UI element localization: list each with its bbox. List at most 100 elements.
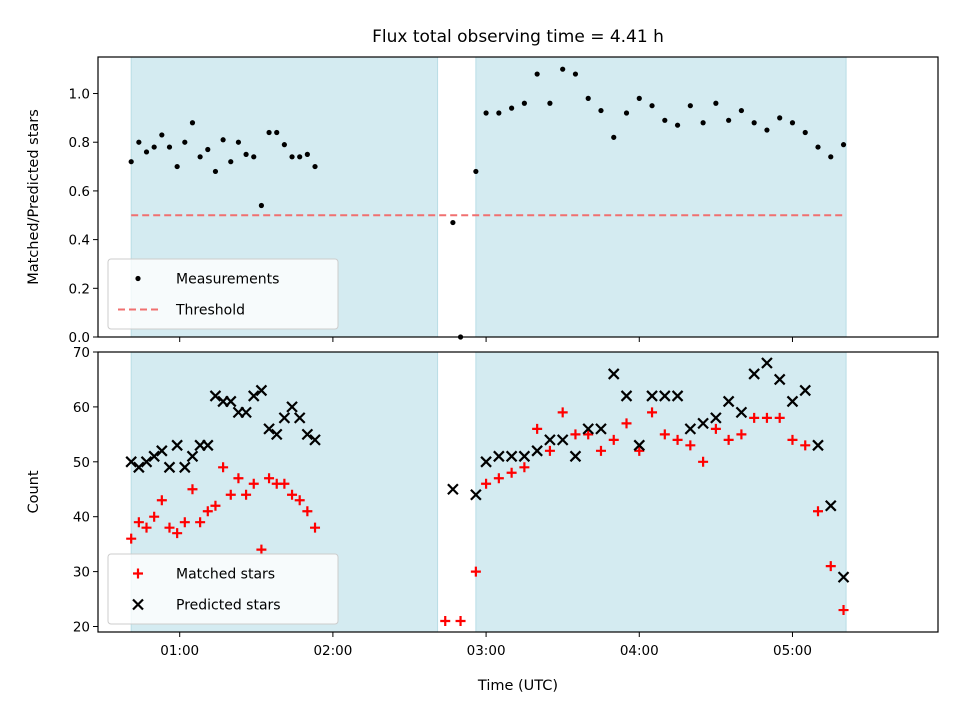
- data-point: [301, 428, 314, 441]
- y-tick-label: 20: [73, 620, 90, 636]
- data-point: [749, 412, 760, 423]
- y-axis-label: Matched/Predicted stars: [26, 109, 42, 285]
- data-point: [751, 120, 757, 126]
- data-point: [233, 473, 244, 484]
- data-point: [189, 120, 196, 126]
- y-tick-label: 0.8: [69, 135, 90, 151]
- data-point: [133, 461, 145, 474]
- data-point: [812, 439, 824, 452]
- data-point: [521, 100, 527, 106]
- data-point: [764, 127, 770, 133]
- data-point: [156, 445, 168, 457]
- data-point: [748, 368, 760, 380]
- legend-box: [107, 553, 339, 625]
- data-point: [684, 423, 697, 435]
- data-point: [470, 488, 482, 501]
- data-point: [837, 571, 850, 583]
- data-point: [235, 139, 242, 145]
- data-point: [297, 154, 303, 160]
- data-point: [202, 506, 213, 517]
- data-point: [205, 146, 211, 153]
- y-tick-label: 0.2: [69, 281, 90, 297]
- data-point: [532, 423, 543, 434]
- data-point: [133, 568, 143, 579]
- data-point: [598, 107, 604, 114]
- data-point: [309, 434, 321, 446]
- data-point: [761, 357, 773, 369]
- data-point: [304, 151, 310, 157]
- data-point: [547, 100, 553, 106]
- data-point: [623, 110, 630, 116]
- data-point: [786, 395, 799, 408]
- data-point: [136, 139, 142, 145]
- data-point: [585, 95, 591, 101]
- data-point: [263, 423, 275, 435]
- data-point: [195, 517, 206, 528]
- data-point: [270, 428, 283, 441]
- data-point: [738, 107, 745, 114]
- data-point: [182, 139, 188, 145]
- data-point: [450, 219, 456, 226]
- data-point: [310, 522, 321, 533]
- data-point: [220, 137, 226, 143]
- data-point: [787, 434, 798, 445]
- data-point: [174, 163, 180, 170]
- data-point: [156, 495, 167, 506]
- data-point: [289, 154, 295, 160]
- legend-box: [107, 258, 339, 330]
- data-point: [179, 517, 190, 528]
- data-point: [266, 129, 272, 136]
- data-point: [228, 159, 234, 165]
- data-point: [799, 384, 812, 397]
- data-point: [241, 489, 252, 500]
- data-point: [633, 439, 646, 452]
- data-point: [224, 395, 237, 408]
- data-point: [312, 163, 318, 170]
- data-point: [483, 110, 489, 116]
- ratio-panel: 0.0 0.2 0.4 0.6 0.8 1.0 Matched/Predicted star…: [26, 56, 939, 346]
- data-point: [800, 440, 811, 451]
- data-point: [470, 566, 481, 577]
- data-point: [735, 406, 748, 419]
- data-point: [186, 450, 199, 463]
- data-point: [556, 434, 569, 446]
- data-point: [815, 144, 821, 150]
- x-tick-label: 04:00: [620, 643, 659, 659]
- data-point: [840, 142, 847, 148]
- data-point: [210, 500, 221, 511]
- data-point: [128, 159, 134, 165]
- data-point: [572, 71, 579, 77]
- data-point: [761, 412, 772, 423]
- data-point: [700, 120, 706, 126]
- data-point: [620, 390, 633, 402]
- data-point: [151, 144, 157, 150]
- data-point: [544, 434, 556, 446]
- data-point: [646, 390, 658, 402]
- data-point: [608, 434, 619, 445]
- data-point: [278, 412, 291, 424]
- x-tick-label: 05:00: [773, 643, 812, 659]
- y-tick-label: 50: [73, 455, 90, 471]
- data-point: [723, 434, 734, 445]
- data-point: [159, 132, 165, 138]
- y-tick-label: 0.0: [69, 330, 90, 346]
- data-point: [248, 478, 259, 489]
- data-point: [813, 506, 823, 517]
- data-point: [736, 429, 747, 440]
- chart-title: Flux total observing time = 4.41 h: [372, 27, 664, 47]
- data-point: [519, 462, 530, 473]
- data-point: [659, 429, 670, 440]
- data-point: [247, 390, 260, 402]
- data-point: [126, 533, 137, 544]
- y-tick-label: 0.6: [69, 184, 90, 200]
- legend: Measurements Threshold: [107, 258, 339, 330]
- data-point: [595, 423, 607, 435]
- data-point: [713, 100, 719, 106]
- data-point: [251, 154, 257, 160]
- data-point: [133, 517, 144, 528]
- observing-interval: [475, 56, 847, 338]
- legend-label: Matched stars: [176, 567, 275, 583]
- data-point: [662, 117, 668, 123]
- data-point: [607, 368, 620, 380]
- data-point: [164, 522, 175, 533]
